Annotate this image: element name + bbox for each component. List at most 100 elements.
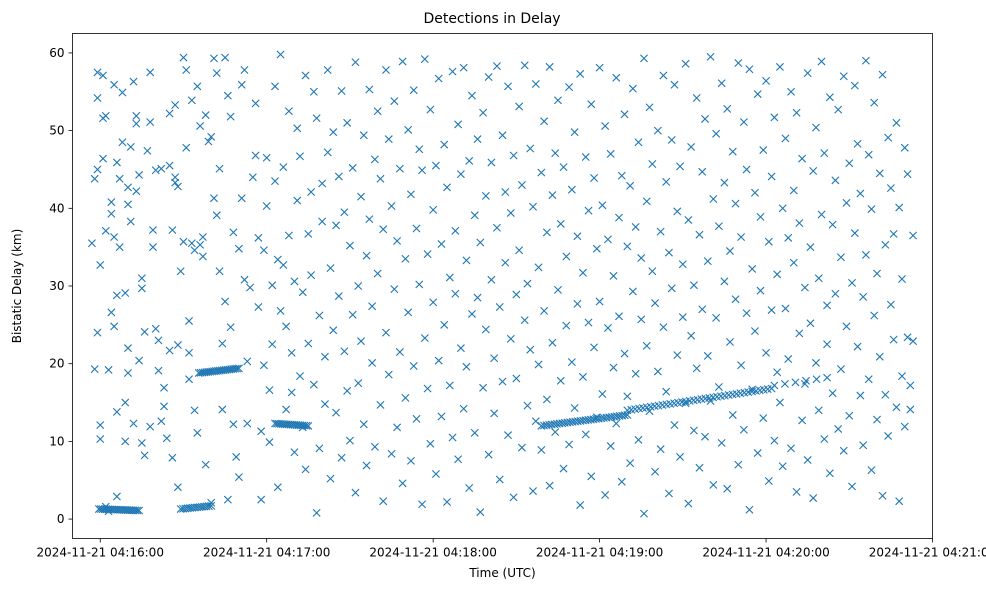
data-point-marker (198, 233, 207, 242)
data-point-marker (892, 118, 901, 127)
data-point-marker (798, 416, 807, 425)
data-point-marker (692, 93, 701, 102)
data-point-marker (312, 508, 321, 517)
data-point-marker (886, 184, 895, 193)
data-point-marker (454, 455, 463, 464)
data-point-marker (132, 111, 141, 120)
data-point-marker (268, 281, 277, 290)
data-point-marker (418, 500, 427, 509)
data-point-marker (246, 283, 255, 292)
y-tick-label: 60 (49, 46, 64, 60)
data-point-marker (656, 227, 665, 236)
data-point-marker (578, 268, 587, 277)
data-point-marker (415, 145, 424, 154)
data-point-marker (778, 462, 787, 471)
data-point-marker (703, 257, 712, 266)
data-point-marker (354, 379, 363, 388)
data-point-marker (390, 285, 399, 294)
y-tick-label: 40 (49, 201, 64, 215)
data-point-marker (653, 367, 662, 376)
data-point-marker (701, 114, 710, 123)
data-point-marker (881, 240, 890, 249)
data-point-marker (90, 365, 99, 374)
data-point-marker (601, 121, 610, 130)
data-point-marker (162, 434, 171, 443)
data-point-marker (759, 146, 768, 155)
data-point-marker (612, 73, 621, 82)
data-point-marker (193, 428, 202, 437)
data-point-marker (853, 342, 862, 351)
data-point-marker (140, 451, 149, 460)
data-point-marker (295, 372, 304, 381)
data-point-marker (861, 56, 870, 65)
data-point-marker (712, 129, 721, 138)
data-point-marker (479, 108, 488, 117)
data-point-marker (329, 326, 338, 335)
data-point-marker (218, 339, 227, 348)
data-point-marker (725, 247, 734, 256)
data-point-marker (307, 188, 316, 196)
data-point-marker (770, 381, 779, 390)
data-point-marker (179, 53, 188, 62)
data-point-marker (490, 409, 499, 418)
data-point-marker (712, 313, 721, 322)
data-point-marker (126, 142, 135, 151)
data-point-marker (878, 70, 887, 79)
data-point-marker (254, 302, 263, 311)
data-point-marker (825, 469, 834, 478)
data-point-marker (903, 333, 912, 342)
data-point-marker (831, 176, 840, 185)
data-point-marker (559, 163, 568, 172)
data-point-marker (334, 292, 343, 301)
data-point-marker (254, 233, 263, 242)
data-point-marker (462, 256, 471, 265)
data-point-marker (834, 105, 843, 114)
data-point-marker (531, 417, 540, 426)
data-point-marker (265, 438, 274, 447)
x-tick-label: 2024-11-21 04:16:00 (37, 546, 164, 560)
data-point-marker (750, 188, 759, 197)
data-point-marker (462, 362, 471, 371)
data-point-marker (312, 114, 321, 123)
data-point-marker (271, 177, 280, 186)
data-point-marker (601, 491, 610, 499)
data-point-marker (526, 144, 535, 153)
data-point-marker (212, 211, 221, 220)
data-point-marker (634, 435, 643, 444)
data-point-marker (315, 444, 324, 453)
data-point-marker (476, 238, 485, 247)
data-point-marker (293, 124, 302, 133)
y-tick-label: 10 (49, 434, 64, 448)
data-point-marker (515, 246, 524, 255)
data-point-marker (334, 172, 343, 181)
data-point-marker (623, 392, 632, 401)
data-point-marker (320, 400, 329, 409)
data-point-marker (656, 445, 665, 454)
data-point-marker (165, 161, 174, 170)
data-point-marker (110, 322, 119, 331)
data-point-marker (234, 473, 243, 482)
data-point-marker (273, 483, 282, 492)
data-point-marker (784, 233, 793, 242)
data-point-marker (343, 386, 352, 395)
data-point-marker (193, 82, 202, 91)
data-point-marker (185, 375, 194, 384)
data-point-marker (176, 267, 185, 276)
data-point-marker (609, 363, 618, 372)
data-point-marker (737, 361, 746, 370)
data-point-marker (104, 365, 113, 374)
data-point-marker (909, 231, 918, 240)
data-point-marker (767, 172, 776, 181)
data-point-marker (459, 404, 468, 413)
data-point-marker (615, 213, 624, 222)
data-point-marker (639, 54, 648, 63)
data-point-marker (251, 151, 260, 160)
data-point-marker (567, 358, 576, 367)
data-point-marker (800, 283, 809, 292)
data-point-marker (537, 445, 546, 454)
data-point-marker (587, 472, 596, 481)
data-point-marker (637, 315, 646, 324)
data-point-marker (215, 164, 224, 173)
data-point-marker (864, 150, 873, 159)
data-point-marker (606, 149, 615, 158)
